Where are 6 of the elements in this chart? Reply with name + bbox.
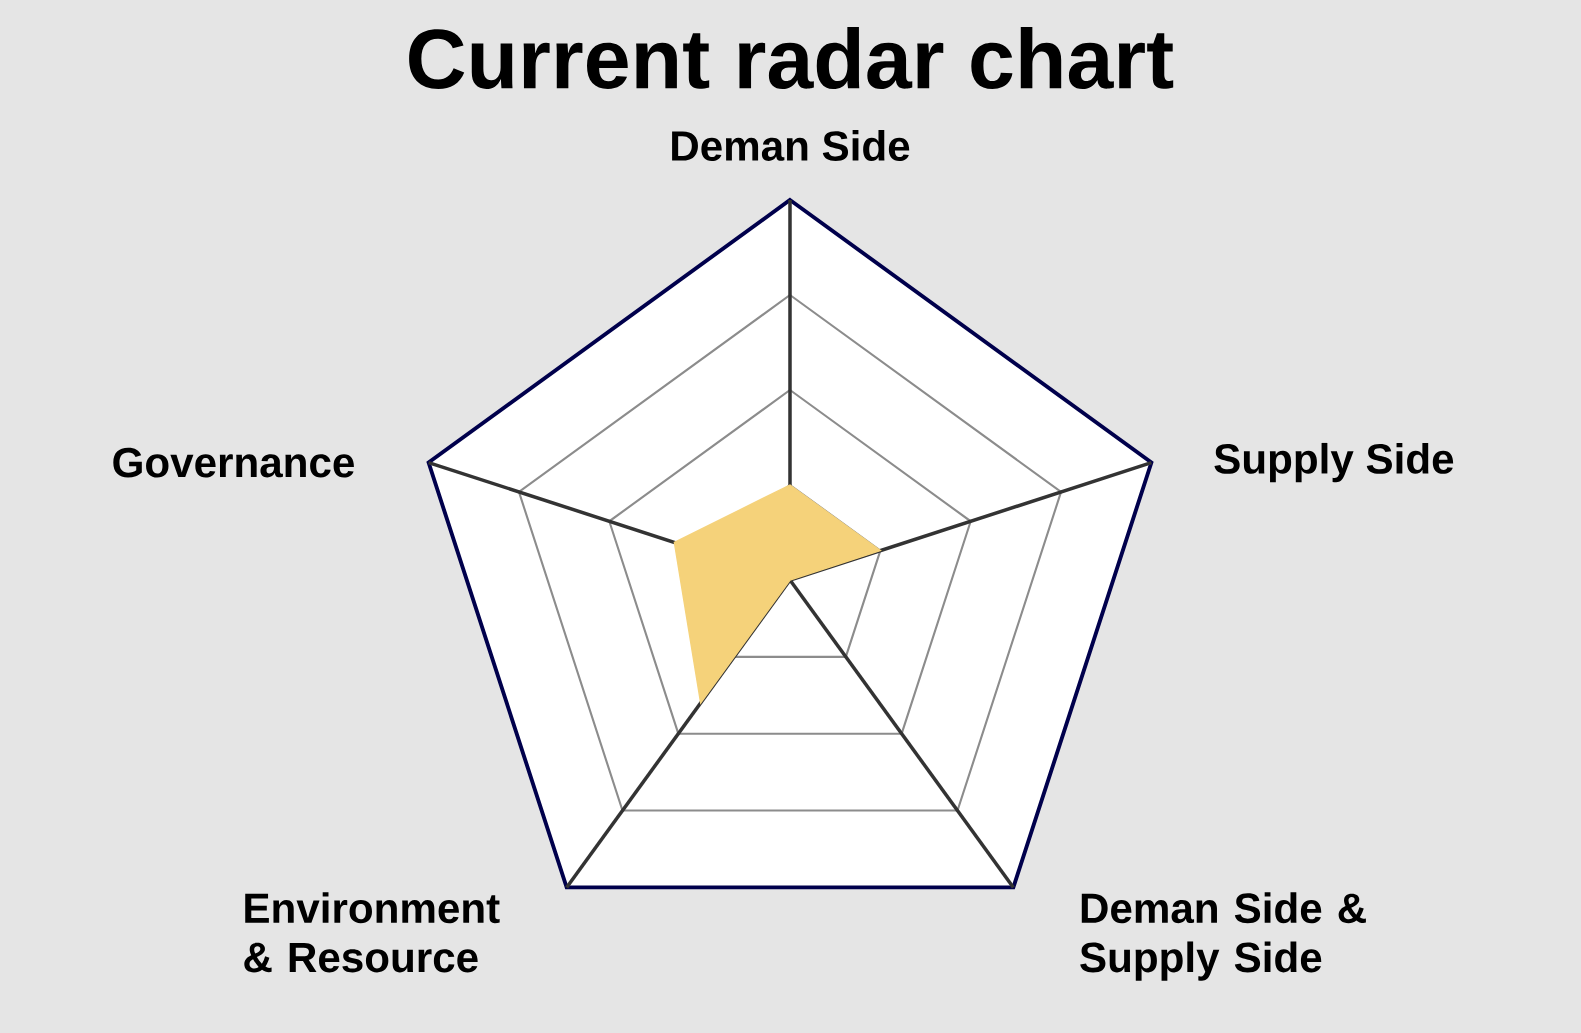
spoke-label: Environment & Resource (244, 892, 500, 973)
spoke-label: Supply Side (1214, 442, 1454, 483)
spoke-label: Deman Side & Supply Side (1080, 892, 1366, 981)
spoke-label: Deman Side (672, 130, 910, 161)
spoke-label: Governance (113, 447, 354, 478)
chart-title: Current radar chart (409, 27, 1174, 89)
